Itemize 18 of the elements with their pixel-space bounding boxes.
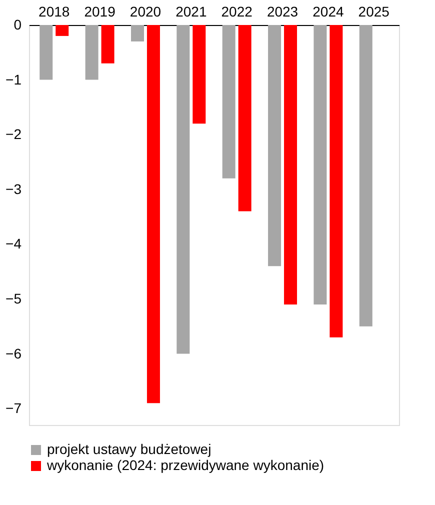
x-tick-label: 2022	[221, 4, 253, 20]
legend-label: wykonanie (2024: przewidywane wykonanie)	[46, 457, 324, 473]
y-tick-label: −6	[6, 345, 22, 362]
x-tick-label: 2021	[176, 4, 207, 20]
y-tick-label: −3	[6, 180, 22, 197]
y-tick-label: −7	[6, 400, 22, 416]
x-tick-label: 2023	[266, 4, 298, 20]
y-tick-label: −5	[6, 290, 22, 306]
x-tick-label: 2025	[358, 4, 390, 20]
y-tick-label: −2	[6, 126, 22, 142]
legend-label: projekt ustawy budżetowej	[47, 441, 212, 457]
y-tick-label: −4	[6, 236, 22, 252]
x-tick-label: 2019	[84, 4, 116, 20]
x-tick-label: 2020	[130, 4, 162, 20]
y-tick-label: 0	[14, 16, 22, 32]
x-tick-label: 2018	[38, 4, 70, 20]
y-tick-label: −1	[6, 71, 22, 88]
x-tick-label: 2024	[312, 4, 344, 20]
